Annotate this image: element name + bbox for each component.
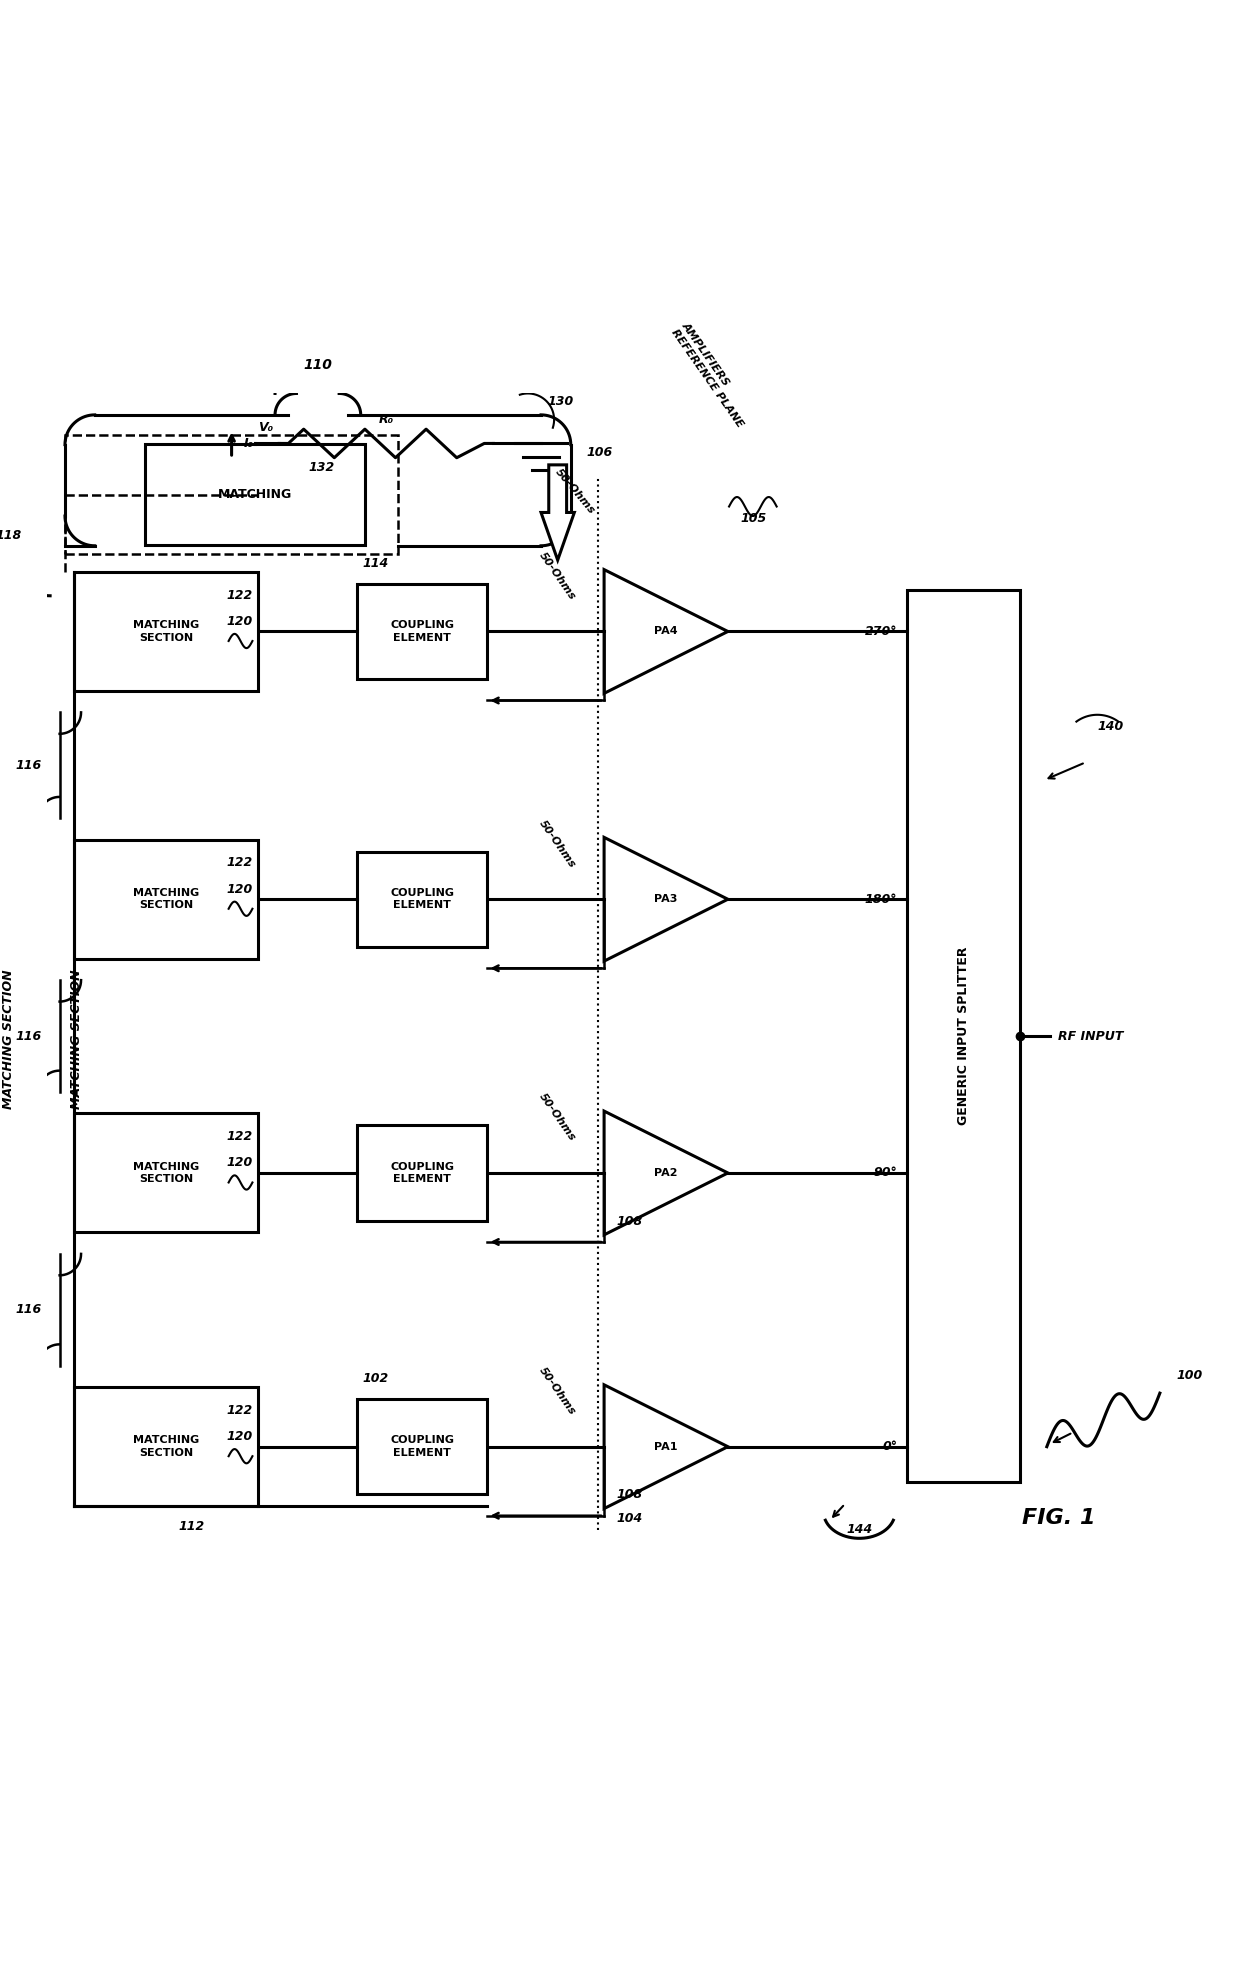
FancyBboxPatch shape xyxy=(74,1113,258,1232)
Text: PA1: PA1 xyxy=(655,1441,678,1451)
Text: 122: 122 xyxy=(226,1131,253,1143)
Text: 90°: 90° xyxy=(874,1166,898,1180)
Text: 116: 116 xyxy=(16,1303,42,1317)
Text: 50-Ohms: 50-Ohms xyxy=(538,1091,578,1143)
Text: 114: 114 xyxy=(362,558,389,569)
Text: 104: 104 xyxy=(616,1512,642,1524)
Text: FIG. 1: FIG. 1 xyxy=(1022,1508,1095,1528)
Text: 122: 122 xyxy=(226,856,253,870)
Text: MATCHING
SECTION: MATCHING SECTION xyxy=(133,888,200,911)
Text: MATCHING
SECTION: MATCHING SECTION xyxy=(133,1435,200,1457)
Text: 120: 120 xyxy=(226,615,253,629)
Text: 120: 120 xyxy=(226,1157,253,1168)
Text: COUPLING
ELEMENT: COUPLING ELEMENT xyxy=(391,888,454,911)
Text: 122: 122 xyxy=(226,1404,253,1418)
Text: 118: 118 xyxy=(0,530,21,542)
FancyBboxPatch shape xyxy=(64,435,398,554)
Text: COUPLING
ELEMENT: COUPLING ELEMENT xyxy=(391,1162,454,1184)
Text: 120: 120 xyxy=(226,1429,253,1443)
Text: 108: 108 xyxy=(616,1214,642,1228)
Text: 112: 112 xyxy=(179,1520,205,1534)
Text: MATCHING SECTION: MATCHING SECTION xyxy=(2,969,15,1109)
FancyBboxPatch shape xyxy=(145,445,366,546)
Text: MATCHING
SECTION: MATCHING SECTION xyxy=(133,621,200,643)
Text: MATCHING SECTION: MATCHING SECTION xyxy=(71,969,83,1109)
FancyBboxPatch shape xyxy=(74,571,258,692)
Text: AMPLIFIERS
REFERENCE PLANE: AMPLIFIERS REFERENCE PLANE xyxy=(670,320,755,429)
Text: R₀: R₀ xyxy=(378,413,394,425)
FancyBboxPatch shape xyxy=(357,1400,487,1495)
FancyBboxPatch shape xyxy=(357,852,487,947)
Text: PA2: PA2 xyxy=(655,1168,678,1178)
FancyBboxPatch shape xyxy=(357,1125,487,1220)
Text: 122: 122 xyxy=(226,589,253,601)
FancyBboxPatch shape xyxy=(357,583,487,678)
Text: I₀: I₀ xyxy=(243,437,254,451)
Text: COUPLING
ELEMENT: COUPLING ELEMENT xyxy=(391,1435,454,1457)
Text: RF INPUT: RF INPUT xyxy=(1058,1030,1123,1042)
Text: 120: 120 xyxy=(226,882,253,896)
FancyBboxPatch shape xyxy=(906,589,1021,1483)
Text: 105: 105 xyxy=(742,512,768,526)
Text: 50-Ohms: 50-Ohms xyxy=(553,467,596,516)
Text: 108: 108 xyxy=(616,1489,642,1501)
Text: COUPLING
ELEMENT: COUPLING ELEMENT xyxy=(391,621,454,643)
Text: 130: 130 xyxy=(547,395,573,407)
Text: 0°: 0° xyxy=(883,1439,898,1453)
Text: GENERIC INPUT SPLITTER: GENERIC INPUT SPLITTER xyxy=(957,947,970,1125)
Text: 116: 116 xyxy=(16,1030,42,1042)
Text: V₀: V₀ xyxy=(258,421,273,433)
Text: 50-Ohms: 50-Ohms xyxy=(538,1366,578,1418)
Text: 102: 102 xyxy=(362,1372,389,1384)
Text: 116: 116 xyxy=(16,759,42,771)
Text: MATCHING
SECTION: MATCHING SECTION xyxy=(133,1162,200,1184)
Text: MATCHING: MATCHING xyxy=(218,488,293,500)
Text: 144: 144 xyxy=(846,1524,873,1536)
Text: 270°: 270° xyxy=(866,625,898,639)
Text: 140: 140 xyxy=(1097,720,1123,733)
FancyBboxPatch shape xyxy=(74,1388,258,1506)
Text: 106: 106 xyxy=(587,447,613,459)
Text: 100: 100 xyxy=(1177,1368,1203,1382)
Text: 110: 110 xyxy=(304,358,332,372)
Text: 180°: 180° xyxy=(866,894,898,905)
Text: PA4: PA4 xyxy=(655,627,678,637)
Text: 132: 132 xyxy=(309,461,335,474)
FancyBboxPatch shape xyxy=(74,840,258,959)
Polygon shape xyxy=(541,465,574,559)
Text: 50-Ohms: 50-Ohms xyxy=(538,818,578,870)
Text: 50-Ohms: 50-Ohms xyxy=(538,550,578,601)
Text: PA3: PA3 xyxy=(655,894,678,903)
